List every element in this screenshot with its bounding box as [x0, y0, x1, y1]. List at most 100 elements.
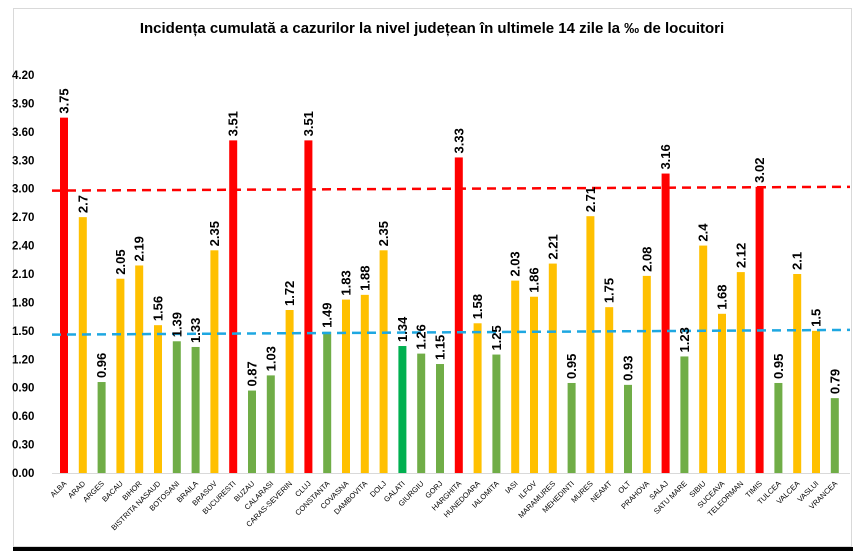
data-label: 0.79 [827, 369, 842, 394]
data-label: 1.15 [433, 335, 448, 360]
bar-vaslui [812, 330, 820, 473]
data-label: 1.03 [263, 346, 278, 371]
bar-buzau [248, 390, 256, 473]
data-label: 1.49 [320, 302, 335, 327]
bar-valcea [793, 274, 802, 473]
bar-hunedoara [473, 323, 482, 473]
data-label: 0.93 [621, 356, 636, 381]
data-label: 2.35 [376, 221, 391, 246]
y-tick-label: 0.60 [12, 411, 34, 423]
bar-covasna [342, 299, 350, 473]
data-label: 2.21 [545, 234, 560, 259]
y-tick-label: 4.20 [12, 70, 34, 82]
chart-frame [13, 8, 852, 547]
data-label: 1.26 [414, 324, 429, 349]
bar-maramures [548, 263, 557, 473]
bar-arad [78, 217, 87, 473]
bar-suceava [718, 313, 726, 473]
data-label: 3.51 [301, 111, 316, 136]
data-label: 2.19 [132, 236, 147, 261]
bar-giurgiu [417, 353, 426, 473]
data-label: 1.34 [395, 316, 410, 342]
y-tick-label: 1.80 [12, 297, 34, 309]
y-tick-label: 3.90 [12, 98, 34, 110]
bar-caras-severin [285, 310, 294, 473]
data-label: 3.02 [752, 158, 767, 183]
bar-satu-mare [680, 356, 689, 473]
data-label: 1.56 [151, 296, 166, 321]
bar-bistrita-nasaud [154, 325, 162, 473]
bar-vrancea [830, 398, 839, 473]
data-label: 0.95 [771, 354, 786, 379]
data-label: 2.4 [696, 223, 711, 242]
data-label: 2.12 [733, 243, 748, 268]
reference-line [51, 185, 851, 192]
bar-prahova [642, 275, 651, 473]
bar-ialomita [492, 354, 501, 473]
y-tick-label: 0.90 [12, 383, 34, 395]
bar-mures [586, 216, 595, 473]
bar-bucuresti [229, 140, 238, 473]
bar-calarasi [266, 375, 275, 473]
y-tick-label: 2.10 [12, 269, 34, 281]
data-label: 1.33 [188, 318, 203, 343]
reference-line [51, 328, 851, 336]
bar-constanta [323, 331, 332, 473]
data-label: 2.05 [113, 249, 128, 274]
y-tick-label: 2.70 [12, 212, 34, 224]
data-label: 1.75 [602, 278, 617, 303]
data-label: 2.71 [583, 187, 598, 212]
y-tick-label: 1.50 [12, 326, 34, 338]
y-tick-label: 3.00 [12, 184, 34, 196]
bar-neamt [605, 307, 614, 473]
data-label: 1.68 [715, 284, 730, 309]
bar-arges [97, 382, 106, 473]
bar-alba [60, 117, 68, 474]
data-label: 1.83 [339, 270, 354, 295]
data-label: 3.51 [226, 111, 241, 136]
data-label: 1.5 [809, 309, 824, 327]
data-label: 0.96 [94, 353, 109, 378]
data-label: 3.16 [658, 144, 673, 169]
data-label: 0.87 [245, 361, 260, 386]
data-label: 3.33 [451, 128, 466, 153]
data-label: 1.23 [677, 327, 692, 352]
y-tick-label: 0.00 [12, 468, 34, 480]
bar-galati [398, 346, 407, 473]
y-tick-label: 3.30 [12, 155, 34, 167]
data-label: 2.7 [75, 195, 90, 213]
data-label: 2.35 [207, 221, 222, 246]
data-label: 2.1 [790, 252, 805, 270]
data-label: 1.39 [169, 312, 184, 337]
y-tick-label: 3.60 [12, 127, 34, 139]
bar-brasov [210, 250, 219, 473]
data-label: 0.95 [564, 354, 579, 379]
bar-iasi [511, 280, 520, 473]
bar-tulcea [774, 382, 783, 473]
bar-gorj [436, 364, 444, 473]
bar-harghita [454, 157, 463, 473]
data-label: 1.58 [470, 294, 485, 319]
data-label: 2.03 [508, 251, 523, 276]
bar-olt [624, 384, 632, 473]
bar-mehedinti [567, 382, 576, 473]
chart-title: Incidența cumulată a cazurilor la nivel … [140, 20, 724, 37]
y-tick-label: 1.20 [12, 354, 34, 366]
bar-braila [191, 346, 200, 473]
bar-salaj [661, 173, 670, 474]
bar-bacau [116, 278, 125, 473]
bar-botosani [172, 341, 181, 473]
data-label: 1.88 [357, 266, 372, 291]
bar-ilfov [530, 296, 538, 473]
data-label: 3.75 [57, 88, 72, 113]
data-label: 1.72 [282, 281, 297, 306]
bar-bihor [135, 265, 144, 473]
data-label: 1.25 [489, 325, 504, 350]
y-tick-label: 0.30 [12, 440, 34, 452]
y-tick-label: 2.40 [12, 241, 34, 253]
bar-teleorman [736, 272, 745, 473]
data-label: 1.86 [527, 267, 542, 292]
data-label: 2.08 [639, 247, 654, 272]
bottom-rule [13, 547, 853, 551]
